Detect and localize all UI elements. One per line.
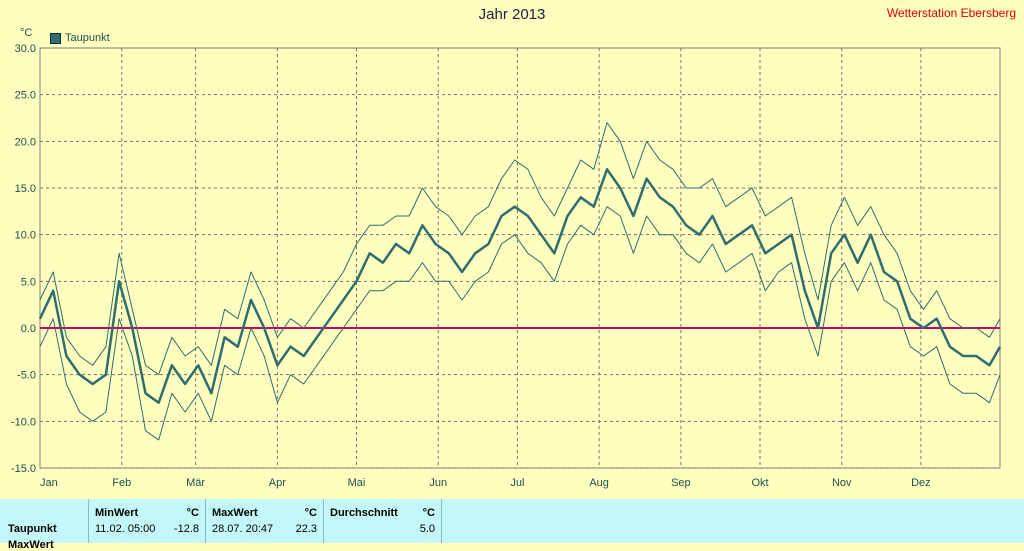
stats-max-column: MaxWert °C 28.07. 20:47 22.3: [206, 499, 324, 543]
stats-label-column: Taupunkt MaxWert: [0, 499, 89, 551]
stats-avg-column: Durchschnitt °C 5.0: [324, 499, 442, 543]
y-tick-label: 25.0: [15, 90, 36, 102]
min-value: -12.8: [173, 523, 199, 535]
x-tick-label: Mär: [186, 477, 205, 489]
avg-unit-header: °C: [422, 507, 435, 519]
min-time: 11.02. 05:00: [95, 523, 156, 535]
y-tick-label: 5.0: [21, 276, 36, 288]
legend-swatch: [50, 32, 61, 44]
y-tick-label: 15.0: [15, 183, 36, 195]
max-header: MaxWert: [212, 507, 258, 519]
x-tick-label: Aug: [589, 477, 609, 489]
avg-value: 5.0: [419, 523, 435, 535]
dewpoint-chart: 30.0 25.0 20.0 15.0 10.0 5.0 0.0 -5.0 -10.0 -15.0…: [11, 43, 1002, 489]
station-name: Wetterstation Ebersberg: [886, 6, 1016, 20]
min-header: MinWert: [95, 507, 139, 519]
legend: Taupunkt: [50, 32, 110, 44]
x-tick-label: Jul: [510, 477, 524, 489]
max-unit-header: °C: [304, 507, 317, 519]
y-tick-label: 30.0: [15, 43, 36, 55]
stats-row2-label: MaxWert: [8, 539, 54, 551]
x-tick-label: Feb: [112, 477, 131, 489]
x-tick-label: Okt: [751, 477, 768, 489]
y-tick-label: 0.0: [21, 323, 36, 335]
series-line: [38, 168, 1002, 404]
x-tick-label: Mai: [348, 477, 366, 489]
stats-row-label: Taupunkt: [8, 523, 57, 535]
x-tick-label: Jan: [40, 477, 58, 489]
x-tick-label: Jun: [429, 477, 447, 489]
x-tick-label: Apr: [269, 477, 286, 489]
max-value: 22.3: [295, 523, 317, 535]
max-time: 28.07. 20:47: [212, 523, 274, 535]
legend-label: Taupunkt: [65, 32, 110, 44]
y-tick-label: -5.0: [17, 370, 36, 382]
x-tick-label: Sep: [671, 477, 691, 489]
y-tick-label: 20.0: [15, 136, 36, 148]
chart-title: Jahr 2013: [478, 6, 546, 23]
y-tick-label: -10.0: [11, 416, 36, 428]
min-unit-header: °C: [186, 507, 199, 519]
x-tick-label: Nov: [832, 477, 852, 489]
series-line: [39, 122, 1001, 376]
x-tick-label: Dez: [911, 477, 931, 489]
avg-header: Durchschnitt: [330, 507, 398, 519]
series-line: [39, 206, 1001, 441]
stats-min-column: MinWert °C 11.02. 05:00 -12.8: [89, 499, 206, 543]
y-tick-label: -15.0: [11, 463, 36, 475]
y-axis-unit: °C: [20, 27, 33, 39]
stats-panel: Taupunkt MaxWert MinWert °C 11.02. 05:00…: [0, 499, 1024, 551]
y-tick-label: 10.0: [15, 230, 36, 242]
